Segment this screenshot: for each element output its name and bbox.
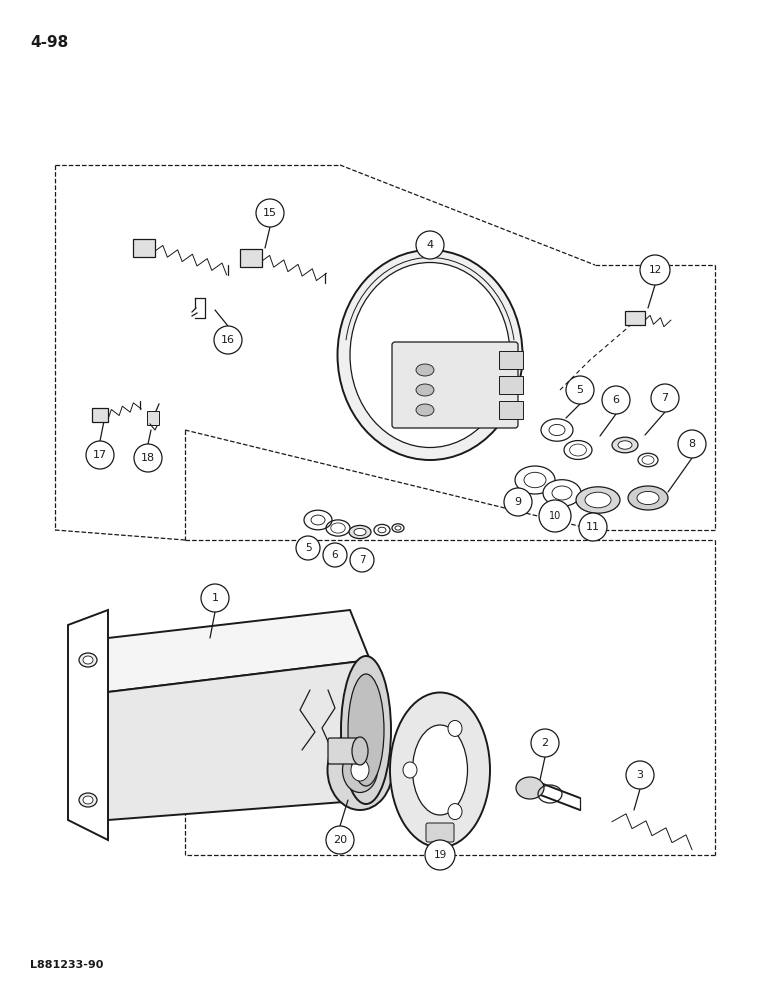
Text: 4-98: 4-98 — [30, 35, 69, 50]
Circle shape — [602, 386, 630, 414]
Circle shape — [416, 231, 444, 259]
Polygon shape — [68, 610, 108, 840]
Circle shape — [566, 376, 594, 404]
Circle shape — [323, 543, 347, 567]
Text: 9: 9 — [515, 497, 522, 507]
Text: L881233-90: L881233-90 — [30, 960, 104, 970]
Text: 7: 7 — [359, 555, 365, 565]
Circle shape — [296, 536, 320, 560]
Ellipse shape — [328, 730, 392, 810]
Text: 10: 10 — [549, 511, 561, 521]
FancyBboxPatch shape — [92, 408, 108, 422]
Text: 2: 2 — [541, 738, 548, 748]
Ellipse shape — [618, 441, 632, 449]
Ellipse shape — [341, 656, 391, 804]
FancyBboxPatch shape — [499, 351, 523, 369]
Text: 18: 18 — [141, 453, 155, 463]
Ellipse shape — [342, 748, 378, 792]
Circle shape — [579, 513, 607, 541]
Ellipse shape — [585, 492, 611, 508]
Circle shape — [539, 500, 571, 532]
Circle shape — [350, 548, 374, 572]
Text: 8: 8 — [689, 439, 696, 449]
Ellipse shape — [349, 525, 371, 539]
Ellipse shape — [549, 424, 565, 436]
Text: 4: 4 — [427, 240, 434, 250]
Ellipse shape — [79, 653, 97, 667]
Ellipse shape — [378, 527, 386, 533]
Circle shape — [326, 826, 354, 854]
Circle shape — [201, 584, 229, 612]
Ellipse shape — [515, 466, 555, 494]
Text: 15: 15 — [263, 208, 277, 218]
FancyBboxPatch shape — [328, 738, 362, 764]
Circle shape — [86, 441, 114, 469]
Ellipse shape — [351, 759, 369, 781]
Ellipse shape — [637, 491, 659, 505]
Circle shape — [651, 384, 679, 412]
Circle shape — [425, 840, 455, 870]
Ellipse shape — [576, 487, 620, 513]
Text: 3: 3 — [636, 770, 643, 780]
FancyBboxPatch shape — [426, 823, 454, 842]
Text: 7: 7 — [661, 393, 668, 403]
Ellipse shape — [448, 720, 462, 736]
Ellipse shape — [304, 510, 332, 530]
Circle shape — [626, 761, 654, 789]
Ellipse shape — [403, 762, 417, 778]
Polygon shape — [108, 610, 370, 692]
Polygon shape — [108, 660, 370, 820]
Ellipse shape — [311, 515, 325, 525]
Circle shape — [214, 326, 242, 354]
Circle shape — [134, 444, 162, 472]
Ellipse shape — [83, 656, 93, 664]
Ellipse shape — [348, 674, 384, 786]
Ellipse shape — [338, 250, 523, 460]
Text: 1: 1 — [211, 593, 218, 603]
Ellipse shape — [390, 692, 490, 848]
Ellipse shape — [543, 480, 581, 506]
Ellipse shape — [350, 262, 510, 448]
Ellipse shape — [83, 796, 93, 804]
Ellipse shape — [352, 737, 368, 765]
Ellipse shape — [448, 804, 462, 820]
FancyBboxPatch shape — [240, 249, 262, 267]
Text: 17: 17 — [93, 450, 107, 460]
Ellipse shape — [628, 486, 668, 510]
Ellipse shape — [374, 524, 390, 536]
FancyBboxPatch shape — [147, 411, 159, 425]
Ellipse shape — [552, 486, 572, 500]
Ellipse shape — [524, 472, 546, 488]
Ellipse shape — [392, 524, 404, 532]
Text: 5: 5 — [576, 385, 583, 395]
Text: 11: 11 — [586, 522, 600, 532]
Ellipse shape — [416, 384, 434, 396]
FancyBboxPatch shape — [625, 311, 645, 325]
Ellipse shape — [612, 437, 638, 453]
Circle shape — [504, 488, 532, 516]
Ellipse shape — [413, 725, 467, 815]
Ellipse shape — [541, 419, 573, 441]
Text: 16: 16 — [221, 335, 235, 345]
FancyBboxPatch shape — [392, 342, 518, 428]
Text: 12: 12 — [648, 265, 661, 275]
Text: 5: 5 — [305, 543, 311, 553]
Ellipse shape — [354, 528, 366, 536]
Ellipse shape — [79, 793, 97, 807]
Ellipse shape — [395, 526, 401, 530]
Text: 6: 6 — [612, 395, 619, 405]
Text: 20: 20 — [333, 835, 347, 845]
FancyBboxPatch shape — [133, 239, 155, 257]
Circle shape — [640, 255, 670, 285]
Circle shape — [531, 729, 559, 757]
Ellipse shape — [416, 404, 434, 416]
Ellipse shape — [516, 777, 544, 799]
FancyBboxPatch shape — [499, 376, 523, 394]
Circle shape — [678, 430, 706, 458]
Text: 6: 6 — [332, 550, 339, 560]
Text: 19: 19 — [434, 850, 447, 860]
FancyBboxPatch shape — [499, 401, 523, 419]
Ellipse shape — [416, 364, 434, 376]
Circle shape — [256, 199, 284, 227]
